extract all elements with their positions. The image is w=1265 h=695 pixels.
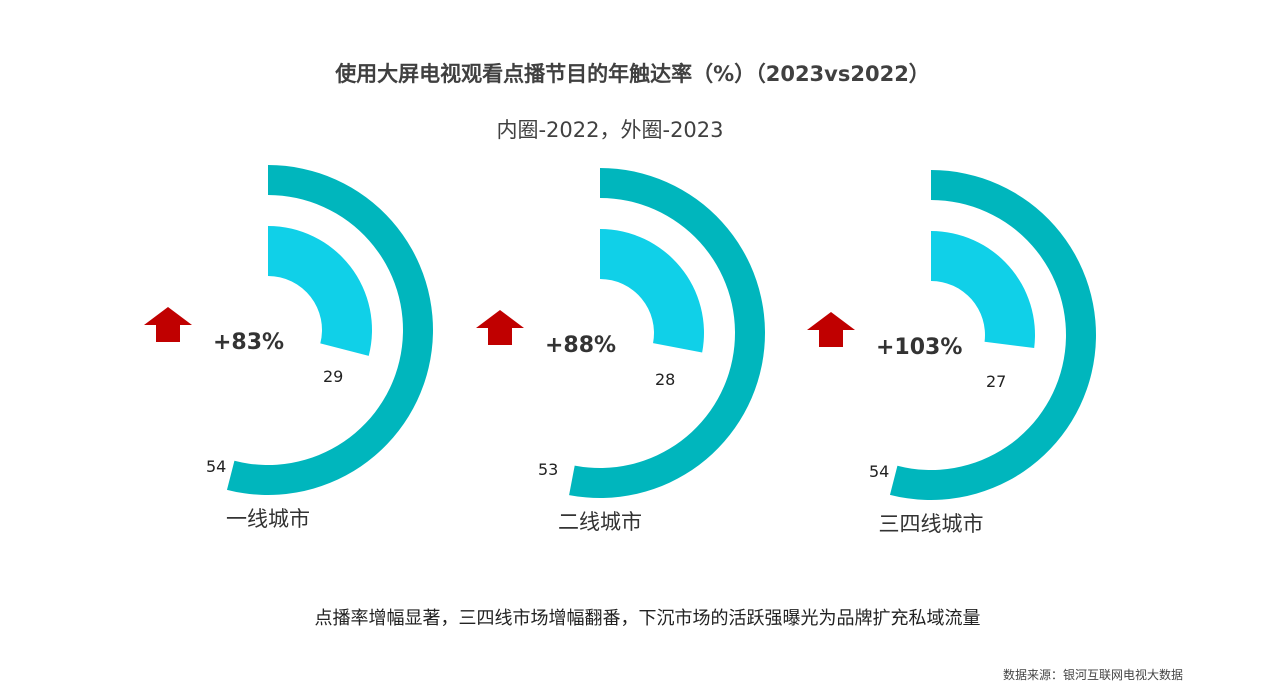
footer-note: 点播率增幅显著，三四线市场增幅翻番，下沉市场的活跃强曝光为品牌扩充私域流量 (314, 608, 981, 629)
inner-ring-slice (268, 226, 372, 356)
outer-ring-slice (226, 165, 434, 496)
inner-value-label: 28 (655, 370, 675, 389)
red-up-arrow-icon (807, 312, 855, 347)
city-tier-label: 一线城市 (226, 507, 310, 531)
data-source: 数据来源：银河互联网电视大数据 (1002, 668, 1183, 682)
city-tier-label: 二线城市 (558, 510, 642, 534)
outer-value-label: 54 (869, 462, 889, 481)
chart-title: 使用大屏电视观看点播节目的年触达率（%）（2023vs2022） (335, 62, 930, 86)
growth-rate-label: +83% (213, 330, 284, 355)
inner-value-label: 27 (986, 372, 1006, 391)
inner-value-label: 29 (323, 367, 343, 386)
red-up-arrow-icon (476, 310, 524, 345)
outer-ring-slice (889, 170, 1097, 500)
inner-ring-slice (600, 229, 704, 353)
outer-value-label: 53 (538, 460, 558, 479)
red-up-arrow-icon (144, 307, 192, 342)
growth-rate-label: +103% (876, 335, 962, 360)
city-tier-label: 三四线城市 (879, 512, 984, 536)
chart-subtitle: 内圈-2022，外圈-2023 (496, 118, 724, 142)
outer-value-label: 54 (206, 457, 226, 476)
outer-ring-slice (569, 168, 765, 498)
inner-ring-slice (931, 231, 1035, 349)
growth-rate-label: +88% (545, 333, 616, 358)
